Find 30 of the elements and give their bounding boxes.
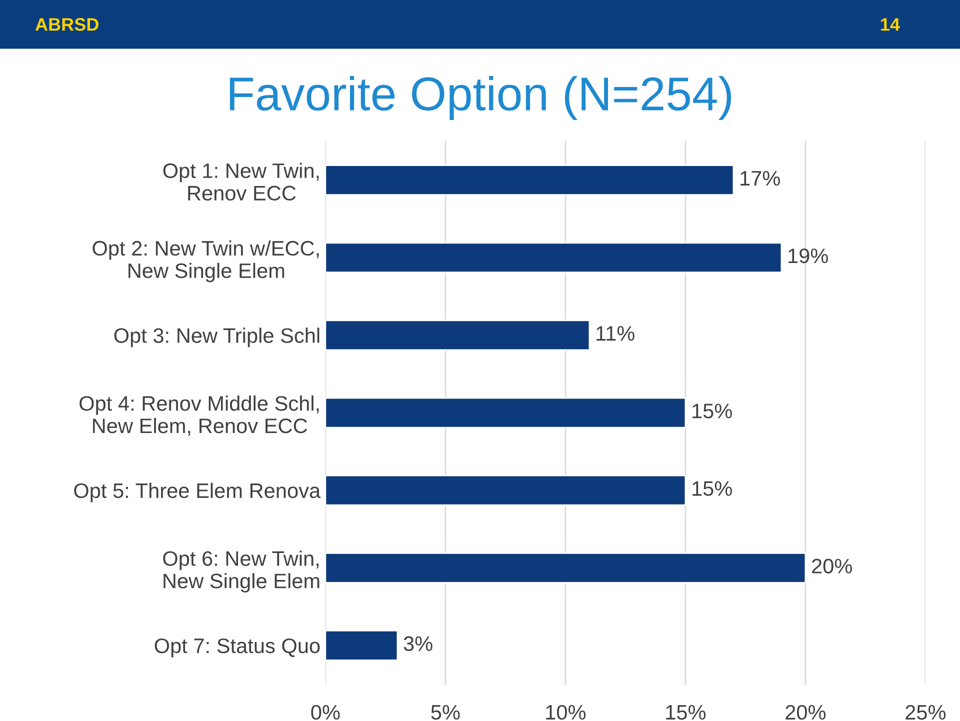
data-label: 15% (692, 404, 732, 418)
text: ABRSD (35, 18, 98, 31)
data-label: 3% (404, 636, 432, 652)
y-tick-label: Opt 2: New Twin w/ECC, New Single Elem (92, 240, 319, 282)
bar (325, 164, 734, 196)
data-label: 20% (812, 558, 852, 574)
x-tick-label: 0% (311, 704, 340, 720)
x-tick-label: 15% (666, 705, 706, 720)
y-tick-label: Opt 3: New Triple Schl (114, 328, 320, 348)
x-tick-label: 20% (786, 704, 826, 720)
y-tick-label: Opt 1: New Twin, Renov ECC (163, 162, 319, 201)
bar (325, 630, 398, 661)
y-tick-label: Opt 5: Three Elem Renova (74, 482, 321, 502)
data-label: 15% (692, 481, 732, 496)
text: 14 (881, 18, 900, 31)
x-tick-label: 10% (546, 704, 586, 720)
bar (325, 397, 686, 428)
x-tick-label: 25% (906, 704, 946, 720)
bar (325, 320, 590, 351)
y-tick-label: Opt 7: Status Quo (154, 638, 320, 658)
y-tick-label: Opt 6: New Twin, New Single Elem (163, 550, 320, 593)
bar (325, 552, 806, 584)
data-label: 19% (788, 248, 828, 264)
bar (325, 242, 782, 274)
data-label: 11% (596, 326, 634, 341)
chart-title: Favorite Option (N=254) (230, 76, 732, 120)
data-label: 17% (740, 171, 780, 186)
y-tick-label: Opt 4: Renov Middle Schl, New Elem, Renov ECC (80, 396, 319, 436)
bar (325, 474, 686, 506)
x-tick-label: 5% (431, 705, 460, 720)
